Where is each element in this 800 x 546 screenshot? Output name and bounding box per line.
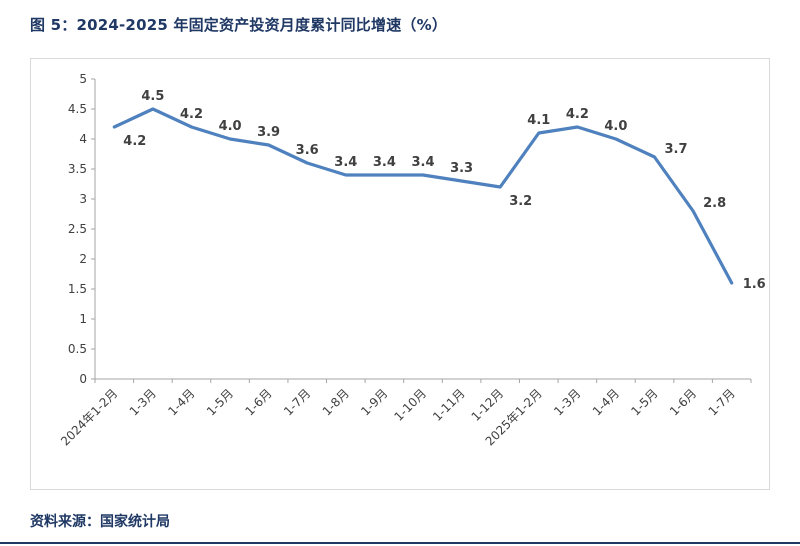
data-label: 3.4 xyxy=(411,155,434,170)
x-axis-category-label: 1-12月 xyxy=(469,386,507,424)
data-label: 4.1 xyxy=(527,113,550,128)
data-label: 3.2 xyxy=(509,194,532,209)
y-axis-tick-label: 4 xyxy=(79,132,87,146)
x-axis-category-label: 1-7月 xyxy=(706,386,738,418)
y-axis-tick-label: 4.5 xyxy=(68,102,87,116)
data-label: 4.0 xyxy=(219,119,242,134)
x-axis-category-label: 1-7月 xyxy=(281,386,313,418)
data-label: 2.8 xyxy=(703,196,726,211)
y-axis-tick-label: 3 xyxy=(79,192,87,206)
y-axis-tick-label: 0.5 xyxy=(68,342,87,356)
y-axis-tick-label: 3.5 xyxy=(68,162,87,176)
x-axis-category-label: 1-3月 xyxy=(551,386,583,418)
figure-source: 资料来源：国家统计局 xyxy=(30,514,170,530)
x-axis-category-label: 1-4月 xyxy=(590,386,622,418)
data-label: 3.9 xyxy=(257,125,280,140)
x-axis-category-label: 1-11月 xyxy=(430,386,468,424)
bottom-divider xyxy=(0,542,800,544)
x-axis-category-label: 1-10月 xyxy=(391,386,429,424)
x-axis-category-label: 1-5月 xyxy=(628,386,660,418)
x-axis-category-label: 1-9月 xyxy=(358,386,390,418)
figure-title: 图 5：2024-2025 年固定资产投资月度累计同比增速（%） xyxy=(30,16,448,34)
data-label: 1.6 xyxy=(743,277,766,292)
data-label: 3.3 xyxy=(450,161,473,176)
data-label: 3.6 xyxy=(296,143,319,158)
data-label: 3.4 xyxy=(334,155,357,170)
x-axis-category-label: 2024年1-2月 xyxy=(58,386,120,448)
data-label: 3.7 xyxy=(665,142,688,157)
x-axis-category-label: 1-6月 xyxy=(243,386,275,418)
x-axis-category-label: 1-6月 xyxy=(667,386,699,418)
trend-line xyxy=(112,107,734,285)
y-axis-tick-label: 0 xyxy=(79,372,87,386)
y-axis-tick-label: 1 xyxy=(79,312,87,326)
x-axis-category-label: 1-4月 xyxy=(165,386,197,418)
x-axis-category-label: 1-5月 xyxy=(204,386,236,418)
data-label: 4.5 xyxy=(141,89,164,104)
data-label: 4.2 xyxy=(566,107,589,122)
data-label: 4.0 xyxy=(604,119,627,134)
data-label: 3.4 xyxy=(373,155,396,170)
data-label: 4.2 xyxy=(123,134,146,149)
y-axis-tick-label: 1.5 xyxy=(68,282,87,296)
y-axis-tick-label: 2 xyxy=(79,252,87,266)
y-axis-tick-label: 2.5 xyxy=(68,222,87,236)
x-axis-category-label: 1-3月 xyxy=(127,386,159,418)
y-axis-tick-label: 5 xyxy=(79,72,87,86)
x-axis-category-label: 1-8月 xyxy=(320,386,352,418)
chart-container: 0 0.5 1 1.5 2 2.5 3 3.5 4 4.5 5 2024年1-2月 1-3月 1-4月 1-… xyxy=(30,58,770,490)
data-label: 4.2 xyxy=(180,107,203,122)
